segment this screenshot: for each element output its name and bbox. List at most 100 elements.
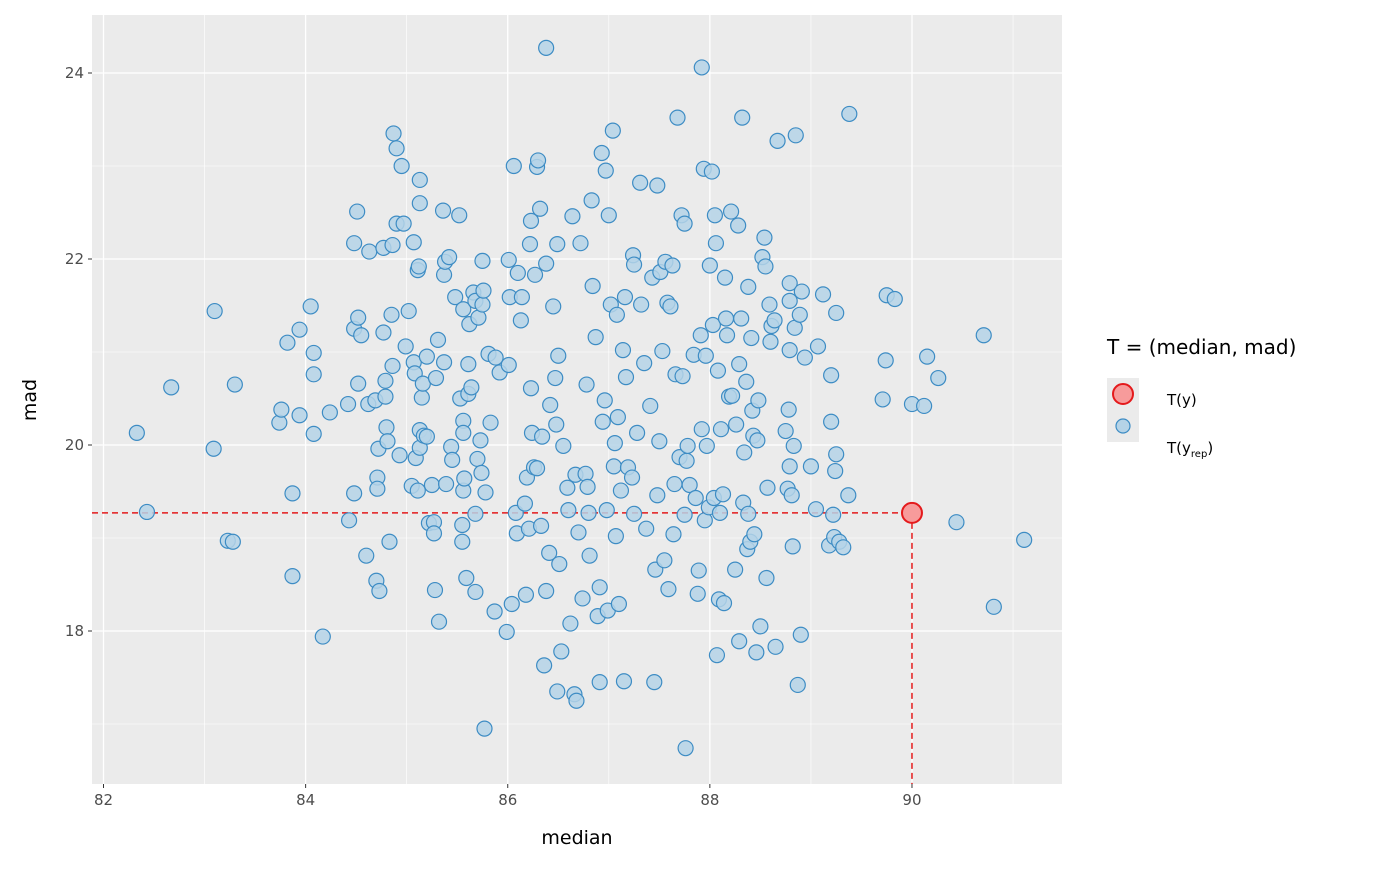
rep-point bbox=[777, 422, 794, 440]
observed-point-layer bbox=[900, 501, 923, 524]
rep-point bbox=[692, 327, 709, 344]
rep-point bbox=[676, 506, 693, 523]
rep-point bbox=[785, 437, 802, 455]
rep-point bbox=[206, 302, 223, 320]
y-tick-label: 20 bbox=[65, 436, 84, 454]
rep-point bbox=[701, 257, 718, 274]
rep-point bbox=[756, 229, 773, 246]
rep-point bbox=[930, 369, 947, 387]
rep-point bbox=[474, 296, 491, 313]
rep-point bbox=[646, 674, 663, 691]
rep-point bbox=[413, 389, 430, 406]
rep-point bbox=[549, 236, 566, 253]
rep-point bbox=[835, 539, 852, 556]
rep-point bbox=[138, 503, 156, 521]
rep-point bbox=[463, 379, 480, 396]
rep-point bbox=[460, 355, 477, 373]
rep-point bbox=[474, 252, 491, 269]
rep-point bbox=[545, 298, 562, 315]
rep-point bbox=[796, 349, 813, 366]
rep-point bbox=[766, 312, 783, 329]
y-tick-label: 22 bbox=[65, 250, 84, 268]
rep-point bbox=[395, 215, 412, 232]
rep-point bbox=[553, 643, 570, 660]
rep-point bbox=[572, 235, 589, 252]
rep-point bbox=[617, 369, 635, 386]
rep-point bbox=[349, 203, 366, 220]
rep-point bbox=[651, 433, 668, 450]
rep-point bbox=[564, 208, 581, 225]
rep-point bbox=[975, 327, 992, 344]
rep-point bbox=[625, 505, 643, 522]
rep-point bbox=[761, 296, 778, 313]
rep-point bbox=[429, 331, 447, 349]
rep-point bbox=[388, 140, 405, 157]
rep-point bbox=[715, 594, 733, 612]
rep-point bbox=[353, 327, 370, 344]
rep-point bbox=[757, 258, 774, 275]
rep-point bbox=[690, 562, 707, 579]
rep-point bbox=[578, 376, 595, 393]
rep-point bbox=[781, 342, 798, 359]
rep-point bbox=[423, 476, 441, 494]
rep-point bbox=[383, 306, 400, 323]
rep-point bbox=[314, 628, 331, 645]
rep-point bbox=[598, 502, 615, 519]
plot-panel bbox=[92, 15, 1062, 784]
rep-point bbox=[666, 475, 683, 493]
rep-point bbox=[802, 458, 820, 475]
legend-label-rep-sub: rep bbox=[1191, 449, 1207, 460]
rep-point bbox=[550, 347, 567, 364]
rep-point bbox=[717, 310, 735, 327]
rep-point bbox=[716, 269, 734, 286]
rep-point bbox=[674, 368, 691, 385]
rep-point bbox=[703, 163, 720, 180]
rep-point bbox=[500, 251, 517, 269]
rep-point bbox=[455, 424, 472, 442]
rep-point bbox=[678, 452, 695, 469]
rep-point bbox=[350, 309, 367, 326]
rep-point bbox=[369, 480, 386, 497]
rep-point bbox=[498, 623, 515, 641]
rep-point bbox=[583, 192, 600, 209]
rep-point bbox=[605, 458, 622, 475]
rep-point bbox=[521, 236, 539, 253]
rep-point bbox=[528, 460, 546, 477]
rep-point bbox=[434, 202, 452, 219]
rep-point bbox=[458, 569, 475, 587]
rep-point bbox=[411, 195, 428, 212]
rep-point bbox=[503, 595, 520, 613]
rep-point bbox=[793, 283, 810, 300]
rep-point bbox=[708, 647, 726, 664]
rep-point bbox=[477, 484, 494, 501]
rep-point bbox=[734, 109, 751, 126]
rep-point bbox=[536, 657, 553, 674]
observed-reference-lines bbox=[92, 512, 913, 784]
rep-point bbox=[706, 207, 724, 224]
rep-point bbox=[723, 387, 741, 404]
rep-point bbox=[664, 257, 681, 274]
rep-point bbox=[542, 396, 559, 414]
rep-point bbox=[916, 397, 933, 415]
rep-point bbox=[628, 424, 646, 442]
rep-point bbox=[305, 425, 322, 442]
legend-observed-marker bbox=[1112, 383, 1134, 405]
rep-point bbox=[704, 316, 721, 334]
rep-point bbox=[548, 416, 565, 433]
rep-point bbox=[731, 355, 748, 373]
rep-point bbox=[509, 264, 526, 282]
rep-point bbox=[828, 446, 845, 463]
rep-point bbox=[410, 258, 427, 275]
rep-point bbox=[693, 421, 710, 438]
rep-point bbox=[660, 581, 677, 598]
rep-point bbox=[752, 618, 769, 635]
rep-point bbox=[780, 401, 797, 418]
rep-point bbox=[425, 525, 443, 542]
rep-point bbox=[591, 674, 608, 691]
rep-point bbox=[284, 485, 301, 502]
rep-point bbox=[730, 217, 747, 234]
rep-point bbox=[455, 301, 472, 318]
rep-point bbox=[669, 109, 686, 126]
rep-point bbox=[707, 235, 725, 252]
rep-point bbox=[789, 676, 806, 694]
